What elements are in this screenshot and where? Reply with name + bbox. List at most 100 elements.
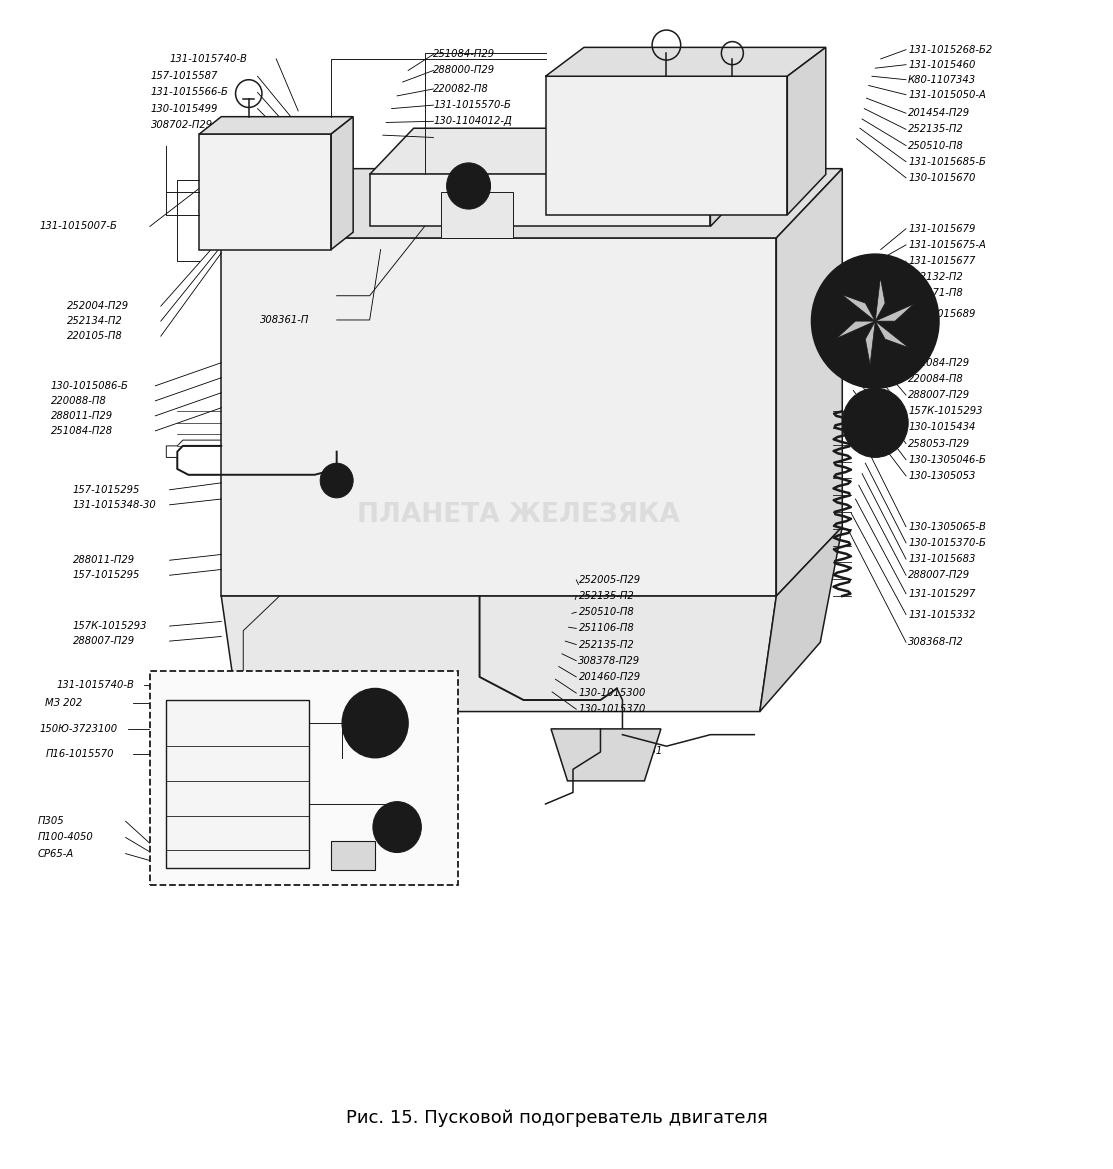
Text: 288007-П29: 288007-П29 (908, 570, 971, 580)
Text: 130-1015086-Б: 130-1015086-Б (51, 381, 129, 390)
Text: 220105-П8: 220105-П8 (68, 331, 124, 341)
Text: 201460-П29: 201460-П29 (579, 672, 641, 682)
Text: 288000-П29: 288000-П29 (433, 65, 495, 76)
Text: 130-1305046-Б: 130-1305046-Б (908, 455, 986, 465)
Text: ПЛАНЕТА ЖЕЛЕЗЯКА: ПЛАНЕТА ЖЕЛЕЗЯКА (356, 503, 679, 528)
Text: П305: П305 (38, 816, 65, 826)
Text: 131-1015566-Б: 131-1015566-Б (151, 88, 229, 97)
Text: 251084-П28: 251084-П28 (51, 426, 114, 436)
Text: 258053-П29: 258053-П29 (908, 438, 971, 449)
Text: СР65-А: СР65-А (38, 849, 73, 859)
Polygon shape (221, 238, 777, 596)
Circle shape (831, 275, 919, 367)
Text: П16-1015570: П16-1015570 (46, 749, 114, 760)
Polygon shape (199, 134, 332, 249)
Text: 308702-П29: 308702-П29 (151, 119, 213, 130)
Polygon shape (875, 304, 914, 321)
Text: 251084-П29: 251084-П29 (433, 49, 495, 60)
Bar (166, 700, 309, 867)
Text: 201454-П29: 201454-П29 (579, 729, 641, 740)
Text: 131-1015740-В: 131-1015740-В (169, 54, 247, 64)
Text: 131-1015740-В: 131-1015740-В (57, 680, 135, 690)
Text: 130-1015010: 130-1015010 (579, 762, 646, 772)
Text: 130-1305065-В: 130-1305065-В (908, 521, 986, 532)
Text: 130-1305053: 130-1305053 (908, 471, 976, 480)
Text: 252132-П2: 252132-П2 (908, 272, 964, 282)
Circle shape (856, 402, 895, 443)
Text: 131-1015332: 131-1015332 (908, 609, 976, 620)
Circle shape (383, 812, 412, 842)
Circle shape (342, 689, 408, 758)
Text: 157-1015295: 157-1015295 (72, 485, 140, 494)
Text: 201454-П29: 201454-П29 (908, 109, 971, 118)
Circle shape (859, 304, 892, 339)
Circle shape (811, 254, 939, 388)
Polygon shape (221, 168, 843, 238)
Polygon shape (837, 321, 875, 338)
Polygon shape (710, 129, 755, 227)
Text: 131-1015689: 131-1015689 (908, 310, 976, 319)
Text: 131-1015348-30: 131-1015348-30 (72, 500, 157, 510)
Polygon shape (777, 168, 843, 596)
Polygon shape (370, 174, 710, 227)
Text: 252134-П2: 252134-П2 (68, 316, 124, 326)
Text: 250510-П8: 250510-П8 (908, 140, 964, 151)
Text: 252004-П29: 252004-П29 (68, 302, 129, 311)
Text: 252135-П2: 252135-П2 (579, 592, 634, 601)
Text: 157К-1015293: 157К-1015293 (72, 621, 147, 631)
Polygon shape (545, 48, 826, 76)
Text: МЗ 202: МЗ 202 (46, 698, 82, 708)
Text: 252135-П2: 252135-П2 (579, 639, 634, 650)
Text: 131-1015297: 131-1015297 (908, 589, 976, 599)
Text: 131-1015683: 131-1015683 (908, 554, 976, 565)
Polygon shape (841, 295, 875, 321)
Text: 308378-П29: 308378-П29 (579, 656, 641, 665)
Circle shape (843, 388, 908, 457)
Text: 130-1015670: 130-1015670 (908, 173, 976, 182)
Text: 251106-П8: 251106-П8 (579, 623, 634, 634)
Text: 150Ю-3723100: 150Ю-3723100 (40, 724, 118, 734)
Text: 288011-П29: 288011-П29 (51, 410, 114, 421)
Text: 157К-1015293: 157К-1015293 (908, 407, 983, 416)
Polygon shape (370, 129, 755, 174)
Text: 131-1015685-Б: 131-1015685-Б (908, 157, 986, 167)
Polygon shape (760, 527, 843, 712)
Text: 157-1015587: 157-1015587 (151, 71, 218, 82)
Polygon shape (545, 76, 787, 215)
Text: 131-1015268-Б2: 131-1015268-Б2 (908, 44, 993, 55)
Text: 131-1015677: 131-1015677 (908, 256, 976, 267)
Text: 220088-П8: 220088-П8 (51, 396, 107, 406)
Text: 131-1015679: 131-1015679 (908, 223, 976, 234)
Text: 130-1015499: 130-1015499 (151, 104, 218, 113)
Text: 131-1015460: 131-1015460 (908, 60, 976, 70)
Polygon shape (875, 321, 908, 347)
Text: 220084-П8: 220084-П8 (908, 374, 964, 383)
Polygon shape (551, 729, 661, 781)
Text: 130-1015300: 130-1015300 (579, 689, 646, 698)
Circle shape (373, 802, 422, 852)
Circle shape (321, 463, 353, 498)
Text: 308368-П2: 308368-П2 (908, 637, 964, 648)
Polygon shape (787, 48, 826, 215)
Text: 288007-П29: 288007-П29 (72, 636, 135, 646)
Polygon shape (332, 117, 353, 249)
Text: 252135-П2: 252135-П2 (908, 124, 964, 134)
Bar (332, 841, 375, 870)
Text: К80-1107343: К80-1107343 (908, 75, 976, 84)
Text: 131-1015570-Б: 131-1015570-Б (433, 101, 511, 110)
Text: 220082-П8: 220082-П8 (433, 84, 489, 94)
Text: Рис. 15. Пусковой подогреватель двигателя: Рис. 15. Пусковой подогреватель двигател… (346, 1109, 767, 1127)
Polygon shape (865, 321, 875, 365)
Text: 251084-П29: 251084-П29 (908, 358, 971, 368)
Text: 252005-П29: 252005-П29 (579, 575, 641, 584)
Circle shape (355, 703, 395, 743)
Polygon shape (875, 277, 885, 321)
Text: 131-1015007-Б: 131-1015007-Б (40, 221, 118, 231)
Text: 130-1015370-Б: 130-1015370-Б (908, 538, 986, 548)
Text: 224571-П8: 224571-П8 (908, 289, 964, 298)
Text: 157-1015295: 157-1015295 (72, 570, 140, 580)
Text: 131-1015050-А: 131-1015050-А (908, 90, 986, 99)
Text: 250510-П8: 250510-П8 (579, 607, 634, 617)
Text: 130-1015370: 130-1015370 (579, 704, 646, 714)
Polygon shape (199, 117, 353, 134)
